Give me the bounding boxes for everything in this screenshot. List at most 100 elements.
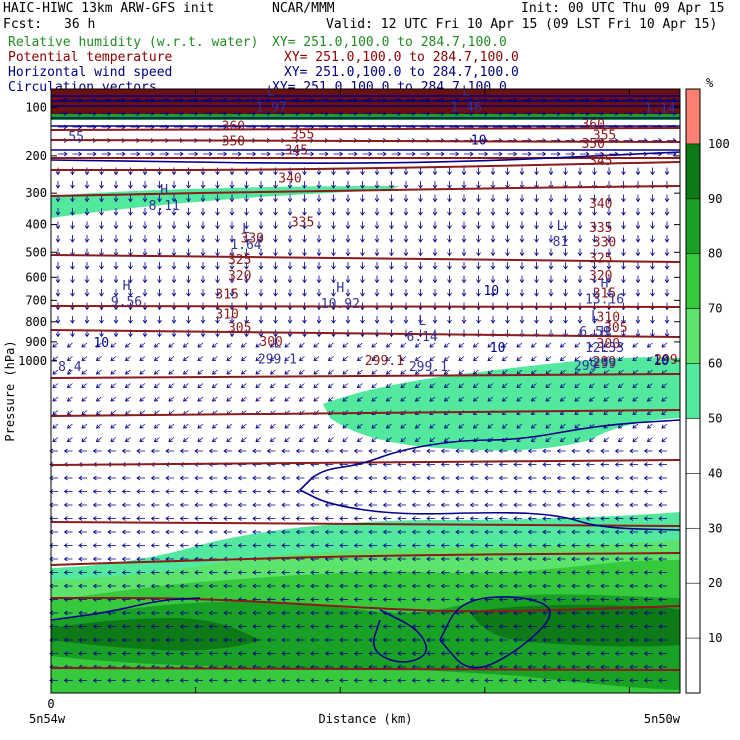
wind-vector xyxy=(360,275,365,284)
wind-vector xyxy=(461,248,467,257)
wind-vector xyxy=(240,396,247,402)
wind-vector xyxy=(382,529,392,535)
wind-vector xyxy=(244,316,249,324)
wind-vector xyxy=(348,111,358,116)
wind-vector xyxy=(432,221,438,230)
wind-vector xyxy=(78,637,87,643)
wind-vector xyxy=(107,543,116,548)
wind-vector xyxy=(258,262,264,270)
wind-vector xyxy=(261,151,271,157)
wind-vector xyxy=(551,151,561,157)
wind-vector xyxy=(223,448,232,454)
wind-vector xyxy=(142,275,148,284)
wind-vector xyxy=(324,529,334,535)
wind-vector xyxy=(411,610,421,616)
wind-vector xyxy=(542,678,551,683)
wind-vector xyxy=(273,235,278,243)
wind-vector xyxy=(646,383,653,388)
wind-vector xyxy=(617,437,624,442)
wind-vector xyxy=(629,475,638,481)
wind-vector xyxy=(310,610,319,616)
wind-vector xyxy=(229,235,235,243)
wind-vector xyxy=(116,151,126,157)
wind-vector xyxy=(237,637,247,643)
wind-vector xyxy=(136,543,145,548)
wind-vector xyxy=(548,316,554,324)
wind-vector xyxy=(113,316,119,324)
wind-vector xyxy=(397,597,406,602)
wind-vector xyxy=(295,637,305,643)
wind-vector xyxy=(484,516,493,521)
wind-vector xyxy=(107,475,116,481)
wind-vector xyxy=(342,383,349,388)
wind-vector xyxy=(273,275,278,284)
wind-vector xyxy=(63,651,73,656)
wind-vector xyxy=(252,502,261,508)
wind-vector xyxy=(95,342,102,348)
wind-vector xyxy=(345,275,351,284)
wind-vector xyxy=(281,610,290,616)
wind-vector xyxy=(592,235,597,243)
wind-vector xyxy=(542,664,551,670)
wind-vector xyxy=(371,356,378,361)
wind-vector xyxy=(527,489,537,494)
y-tick-label: 500 xyxy=(25,245,47,259)
wind-vector xyxy=(458,356,465,361)
wind-vector xyxy=(84,316,90,324)
wind-vector xyxy=(484,570,493,575)
wind-vector xyxy=(516,369,523,375)
wind-vector xyxy=(200,329,206,338)
wind-vector xyxy=(171,208,177,216)
wind-vector xyxy=(571,597,580,602)
wind-vector xyxy=(110,437,117,442)
wind-vector xyxy=(66,342,73,348)
wind-vector xyxy=(269,396,276,402)
wind-vector xyxy=(99,262,104,270)
wind-vector xyxy=(382,556,392,562)
wind-vector xyxy=(92,475,102,481)
wind-vector xyxy=(658,583,667,589)
wind-vector xyxy=(269,437,276,442)
extremum-type: H xyxy=(336,281,344,296)
wind-vector xyxy=(411,502,421,508)
wind-vector xyxy=(455,637,464,643)
wind-vector xyxy=(527,475,537,481)
wind-vector xyxy=(70,316,75,324)
wind-vector xyxy=(513,664,522,670)
wind-vector xyxy=(542,475,551,481)
wind-vector xyxy=(658,624,667,629)
wind-vector xyxy=(136,502,145,508)
wind-vector xyxy=(63,475,73,481)
wind-vector xyxy=(542,597,551,602)
wind-vector xyxy=(469,556,479,562)
wind-vector xyxy=(324,678,334,683)
wind-vector xyxy=(78,516,87,521)
wind-vector xyxy=(110,423,117,429)
wind-vector xyxy=(505,262,510,270)
wind-vector xyxy=(664,208,670,216)
wind-vector xyxy=(414,396,421,402)
wind-vector xyxy=(240,437,247,442)
wind-vector xyxy=(606,194,612,203)
wind-vector xyxy=(78,556,87,562)
theta-label: 340 xyxy=(589,197,612,212)
wind-vector xyxy=(426,610,435,616)
wind-vector xyxy=(382,597,392,602)
wind-vector xyxy=(240,342,247,348)
wind-vector xyxy=(194,529,203,535)
wind-vector xyxy=(168,369,175,375)
wind-vector xyxy=(66,396,73,402)
extremum-value: 8.4 xyxy=(58,360,82,375)
wind-vector xyxy=(353,651,363,656)
wind-vector xyxy=(113,235,119,243)
wind-vector xyxy=(124,423,131,429)
wind-vector xyxy=(469,583,479,589)
wind-vector xyxy=(139,383,146,388)
wind-vector xyxy=(476,262,481,270)
wind-vector xyxy=(165,637,174,643)
wind-vector xyxy=(389,275,394,284)
wind-vector xyxy=(411,637,421,643)
field-xy-wind: XY= 251.0,100.0 to 284.7,100.0 xyxy=(284,65,519,80)
wind-vector xyxy=(215,262,220,270)
wind-vector xyxy=(385,383,392,388)
